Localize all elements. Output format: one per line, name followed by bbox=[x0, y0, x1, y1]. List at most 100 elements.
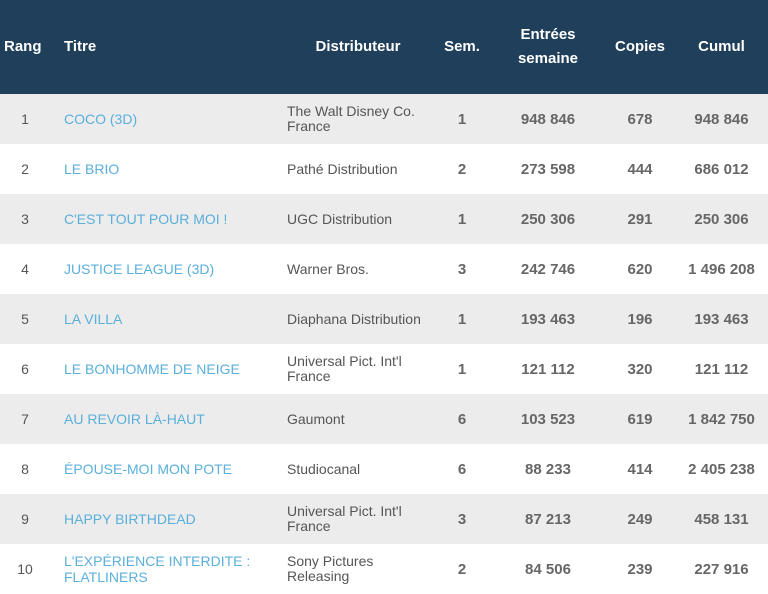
rank-cell: 5 bbox=[21, 311, 29, 327]
column-header-cumul[interactable]: Cumul bbox=[698, 38, 745, 55]
rank-cell: 8 bbox=[21, 461, 29, 477]
table-row: 2 LE BRIO Pathé Distribution 2 273 598 444 686… bbox=[0, 144, 768, 194]
cumul-cell: 1 842 750 bbox=[688, 410, 755, 428]
distributor-cell: The Walt Disney Co. France bbox=[287, 103, 415, 134]
table-row: 9 HAPPY BIRTHDEAD Universal Pict. Int'l Fr… bbox=[0, 494, 768, 544]
table-row: 10 L'EXPÉRIENCE INTERDITE : FLATLINERS Son… bbox=[0, 544, 768, 594]
weekly-entries-cell: 250 306 bbox=[520, 210, 576, 228]
movie-title-link[interactable]: HAPPY BIRTHDEAD bbox=[64, 511, 196, 527]
table-row: 5 LA VILLA Diaphana Distribution 1 193 463 19… bbox=[0, 294, 768, 344]
rank-cell: 6 bbox=[21, 361, 29, 377]
title-cell: LA VILLA bbox=[50, 294, 283, 344]
title-cell: COCO (3D) bbox=[50, 94, 283, 144]
weekly-entries-cell: 84 506 bbox=[525, 560, 571, 578]
distributor-cell: Pathé Distribution bbox=[287, 160, 398, 177]
distributor-cell: Warner Bros. bbox=[287, 260, 369, 277]
weeks-cell: 1 bbox=[457, 310, 467, 328]
copies-cell: 619 bbox=[627, 410, 653, 428]
weeks-cell: 6 bbox=[457, 460, 467, 478]
movie-title-link[interactable]: LA VILLA bbox=[64, 311, 123, 327]
weeks-cell: 1 bbox=[457, 210, 467, 228]
column-header-weeks[interactable]: Sem. bbox=[444, 38, 480, 55]
copies-cell: 444 bbox=[627, 160, 653, 178]
weekly-entries-cell: 121 112 bbox=[521, 360, 575, 378]
movie-title-link[interactable]: COCO (3D) bbox=[64, 111, 138, 127]
copies-cell: 239 bbox=[627, 560, 653, 578]
rank-cell: 4 bbox=[21, 261, 29, 277]
distributor-cell: Universal Pict. Int'l France bbox=[287, 353, 402, 384]
weeks-cell: 1 bbox=[457, 110, 467, 128]
cumul-cell: 2 405 238 bbox=[688, 460, 755, 478]
copies-cell: 196 bbox=[627, 310, 653, 328]
cumul-cell: 193 463 bbox=[694, 310, 749, 328]
column-header-entries[interactable]: Entrées semaine bbox=[491, 0, 605, 94]
cumul-cell: 458 131 bbox=[694, 510, 749, 528]
movie-title-link[interactable]: JUSTICE LEAGUE (3D) bbox=[64, 261, 215, 277]
cumul-cell: 686 012 bbox=[694, 160, 749, 178]
movie-title-link[interactable]: AU REVOIR LÀ-HAUT bbox=[64, 411, 205, 427]
distributor-cell: UGC Distribution bbox=[287, 210, 393, 227]
copies-cell: 249 bbox=[627, 510, 653, 528]
copies-cell: 414 bbox=[627, 460, 653, 478]
rank-cell: 7 bbox=[21, 411, 29, 427]
table-row: 6 LE BONHOMME DE NEIGE Universal Pict. Int… bbox=[0, 344, 768, 394]
title-cell: LE BONHOMME DE NEIGE bbox=[50, 344, 283, 394]
movie-title-link[interactable]: L'EXPÉRIENCE INTERDITE : FLATLINERS bbox=[64, 553, 251, 585]
weekly-entries-cell: 103 523 bbox=[520, 410, 576, 428]
weeks-cell: 2 bbox=[457, 160, 467, 178]
copies-cell: 320 bbox=[627, 360, 653, 378]
weeks-cell: 3 bbox=[457, 510, 467, 528]
title-cell: JUSTICE LEAGUE (3D) bbox=[50, 244, 283, 294]
cumul-cell: 121 112 bbox=[694, 360, 749, 378]
copies-cell: 678 bbox=[627, 110, 653, 128]
movie-title-link[interactable]: LE BONHOMME DE NEIGE bbox=[64, 361, 240, 377]
column-header-title[interactable]: Titre bbox=[64, 38, 97, 55]
column-header-distributor[interactable]: Distributeur bbox=[315, 38, 401, 55]
rank-cell: 2 bbox=[21, 161, 29, 177]
weekly-entries-cell: 87 213 bbox=[525, 510, 571, 528]
movie-title-link[interactable]: ÉPOUSE-MOI MON POTE bbox=[64, 461, 233, 477]
title-cell: C'EST TOUT POUR MOI ! bbox=[50, 194, 283, 244]
copies-cell: 291 bbox=[627, 210, 653, 228]
distributor-cell: Studiocanal bbox=[287, 460, 361, 477]
column-header-rank[interactable]: Rang bbox=[4, 38, 42, 55]
cumul-cell: 1 496 208 bbox=[688, 260, 755, 278]
distributor-cell: Universal Pict. Int'l France bbox=[287, 503, 402, 534]
table-body: 1 COCO (3D) The Walt Disney Co. France 1 948… bbox=[0, 94, 768, 594]
title-cell: HAPPY BIRTHDEAD bbox=[50, 494, 283, 544]
weeks-cell: 3 bbox=[457, 260, 467, 278]
weekly-entries-cell: 88 233 bbox=[525, 460, 571, 478]
distributor-cell: Gaumont bbox=[287, 410, 345, 427]
movie-title-link[interactable]: LE BRIO bbox=[64, 161, 120, 177]
cumul-cell: 227 916 bbox=[694, 560, 749, 578]
table-row: 8 ÉPOUSE-MOI MON POTE Studiocanal 6 88 233 41… bbox=[0, 444, 768, 494]
weekly-entries-cell: 242 746 bbox=[520, 260, 576, 278]
title-cell: L'EXPÉRIENCE INTERDITE : FLATLINERS bbox=[50, 544, 283, 594]
table-row: 4 JUSTICE LEAGUE (3D) Warner Bros. 3 242 746… bbox=[0, 244, 768, 294]
title-cell: ÉPOUSE-MOI MON POTE bbox=[50, 444, 283, 494]
title-cell: LE BRIO bbox=[50, 144, 283, 194]
rank-cell: 10 bbox=[17, 561, 33, 577]
table-row: 3 C'EST TOUT POUR MOI ! UGC Distribution 1 2… bbox=[0, 194, 768, 244]
weekly-entries-cell: 273 598 bbox=[520, 160, 576, 178]
weeks-cell: 6 bbox=[457, 410, 467, 428]
rank-cell: 3 bbox=[21, 211, 29, 227]
weeks-cell: 2 bbox=[457, 560, 467, 578]
movie-title-link[interactable]: C'EST TOUT POUR MOI ! bbox=[64, 211, 228, 227]
column-header-entries-line2: semaine bbox=[517, 50, 579, 67]
weekly-entries-cell: 193 463 bbox=[520, 310, 576, 328]
title-cell: AU REVOIR LÀ-HAUT bbox=[50, 394, 283, 444]
column-header-copies[interactable]: Copies bbox=[614, 38, 665, 55]
copies-cell: 620 bbox=[627, 260, 653, 278]
rank-cell: 9 bbox=[21, 511, 29, 527]
weeks-cell: 1 bbox=[457, 360, 467, 378]
table-header-row: Rang Titre Distributeur Sem. Entrées sem… bbox=[0, 0, 768, 94]
weekly-entries-cell: 948 846 bbox=[520, 110, 576, 128]
table-row: 1 COCO (3D) The Walt Disney Co. France 1 948… bbox=[0, 94, 768, 144]
table-row: 7 AU REVOIR LÀ-HAUT Gaumont 6 103 523 619 1 84… bbox=[0, 394, 768, 444]
cumul-cell: 948 846 bbox=[694, 110, 749, 128]
column-header-entries-line1: Entrées bbox=[520, 26, 576, 43]
distributor-cell: Sony Pictures Releasing bbox=[287, 553, 374, 584]
distributor-cell: Diaphana Distribution bbox=[287, 310, 421, 327]
